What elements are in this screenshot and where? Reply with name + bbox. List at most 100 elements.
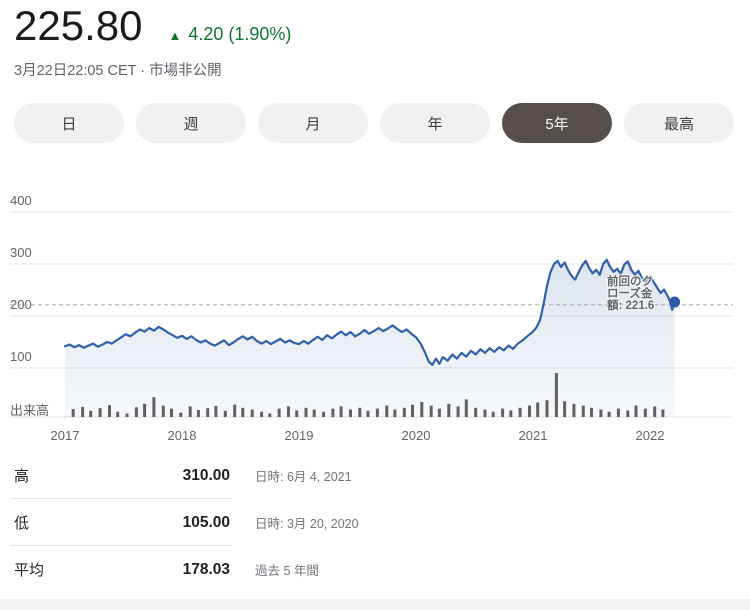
volume-bar <box>161 405 165 417</box>
volume-bar <box>223 410 227 417</box>
volume-bar <box>483 409 487 417</box>
volume-bar <box>304 407 308 417</box>
tooltip-line: 前回のク <box>607 276 653 288</box>
volume-bar <box>501 408 505 417</box>
stat-label: 高 <box>14 468 30 485</box>
volume-bar <box>81 406 85 417</box>
volume-bar <box>331 408 335 417</box>
x-axis-tick-label: 2020 <box>402 428 431 440</box>
volume-bar <box>214 406 218 417</box>
volume-bar <box>170 408 173 417</box>
volume-bar <box>474 407 478 417</box>
current-price: 225.80 <box>14 2 143 49</box>
price-change: ▲ 4.20 (1.90%) <box>168 24 291 45</box>
y-axis-tick-label: 300 <box>10 245 32 260</box>
volume-bar <box>108 405 111 417</box>
volume-bar <box>590 407 593 417</box>
section-divider <box>0 599 750 610</box>
stats-table: 高 310.00 日時: 6月 4, 2021 低 105.00 日時: 3月 … <box>0 452 750 593</box>
volume-bar <box>277 408 281 417</box>
volume-bar <box>634 405 638 417</box>
volume-bar <box>339 406 343 417</box>
range-button-day[interactable]: 日 <box>14 103 124 143</box>
volume-bar <box>71 409 75 417</box>
range-button-month[interactable]: 月 <box>258 103 368 143</box>
volume-bar <box>134 407 138 417</box>
range-button-max[interactable]: 最高 <box>624 103 734 143</box>
volume-bar <box>545 400 549 417</box>
range-button-5y[interactable]: 5年 <box>502 103 612 143</box>
x-axis-tick-label: 2022 <box>636 428 665 440</box>
volume-bar <box>268 413 272 417</box>
volume-bar <box>626 410 630 417</box>
volume-bar <box>661 409 665 417</box>
time-range-selector: 日 週 月 年 5年 最高 <box>14 103 734 143</box>
volume-bar <box>653 406 657 417</box>
price-change-text: 4.20 (1.90%) <box>188 24 292 44</box>
stats-row-low: 低 105.00 日時: 3月 20, 2020 <box>0 499 750 546</box>
volume-bars <box>71 373 665 417</box>
volume-bar <box>295 410 299 417</box>
volume-bar <box>143 403 147 417</box>
volume-bar <box>358 407 362 417</box>
stat-note: 過去 5 年間 <box>255 564 319 578</box>
volume-bar <box>536 402 540 417</box>
volume-bar <box>206 408 210 417</box>
volume-bar <box>599 409 603 417</box>
volume-bar <box>366 410 370 417</box>
volume-bar <box>152 397 156 417</box>
volume-bar <box>349 409 352 417</box>
stat-value: 310.00 <box>182 466 230 484</box>
price-chart[interactable]: 400 300 200 100 2017 2018 2019 2020 2021 2022 出来高 … <box>0 190 750 440</box>
volume-bar <box>437 408 441 417</box>
volume-bar <box>250 409 254 417</box>
volume-bar <box>98 408 102 417</box>
volume-bar <box>402 407 406 417</box>
x-axis-tick-label: 2017 <box>51 428 80 440</box>
tooltip-line: ローズ金 <box>607 288 653 300</box>
volume-bar <box>125 413 129 417</box>
volume-bar <box>393 409 397 417</box>
volume-bar <box>528 405 531 417</box>
stat-value: 178.03 <box>182 560 230 578</box>
volume-bar <box>554 373 558 417</box>
volume-bar <box>322 411 326 417</box>
volume-bar <box>447 403 451 417</box>
quote-timestamp: 3月22日22:05 CET · 市場非公開 <box>14 63 222 79</box>
volume-bar <box>233 404 237 417</box>
volume-bar <box>563 401 567 417</box>
volume-bar <box>116 411 120 417</box>
stats-row-average: 平均 178.03 過去 5 年間 <box>0 546 750 593</box>
price-row: 225.80 ▲ 4.20 (1.90%) <box>0 0 750 50</box>
range-button-week[interactable]: 週 <box>136 103 246 143</box>
volume-bar <box>312 409 316 417</box>
latest-price-dot <box>669 296 681 308</box>
volume-bar <box>572 403 576 417</box>
quote-header: 225.80 ▲ 4.20 (1.90%) 3月22日22:05 CET · 市… <box>0 0 750 80</box>
volume-bar <box>411 404 414 417</box>
volume-axis-label: 出来高 <box>10 403 49 418</box>
volume-bar <box>375 408 379 417</box>
volume-bar <box>260 411 264 417</box>
stat-note: 日時: 6月 4, 2021 <box>255 470 352 484</box>
range-button-year[interactable]: 年 <box>380 103 490 143</box>
x-axis-tick-label: 2019 <box>285 428 314 440</box>
volume-bar <box>518 407 522 417</box>
volume-bar <box>429 405 433 417</box>
volume-bar <box>287 406 290 417</box>
stat-note: 日時: 3月 20, 2020 <box>255 517 359 531</box>
volume-bar <box>464 399 468 417</box>
x-axis-labels: 2017 2018 2019 2020 2021 2022 <box>51 417 665 440</box>
tooltip-line: 額: 221.6 <box>607 300 655 312</box>
volume-bar <box>241 407 245 417</box>
stat-value: 105.00 <box>182 513 230 531</box>
volume-bar <box>385 405 389 417</box>
volume-bar <box>491 411 495 417</box>
x-axis-tick-label: 2018 <box>168 428 197 440</box>
volume-bar <box>509 410 513 417</box>
volume-bar <box>643 408 647 417</box>
stat-label: 低 <box>14 515 30 532</box>
volume-bar <box>196 410 200 417</box>
